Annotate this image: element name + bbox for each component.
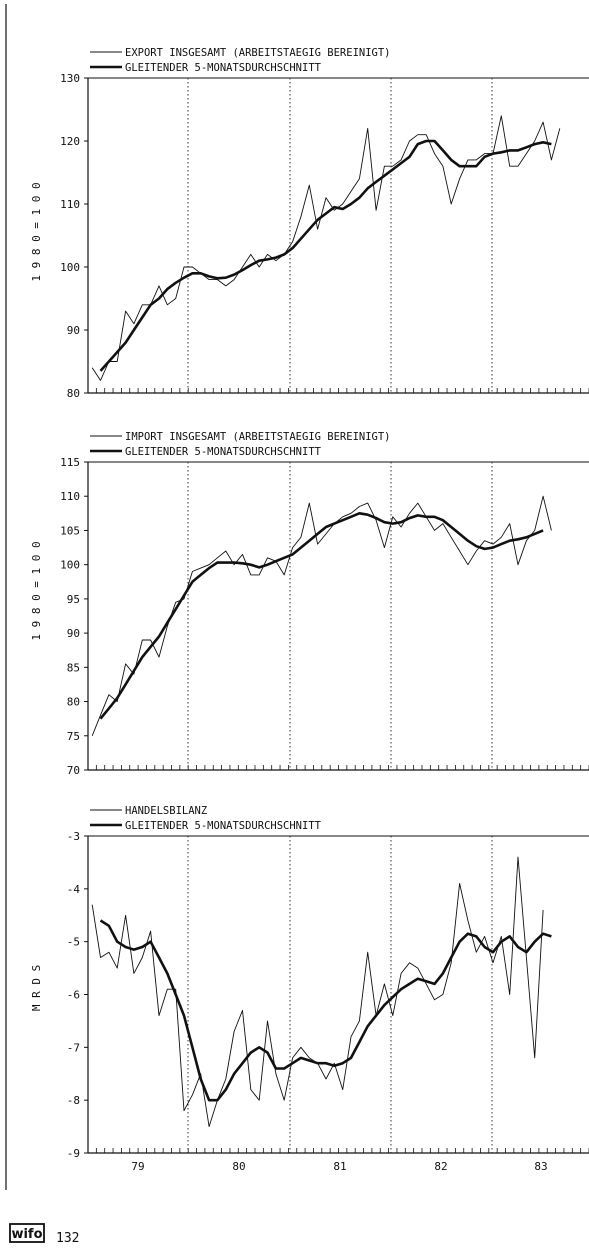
import-ylabel: 1 9 8 0 = 1 0 0: [30, 541, 43, 640]
import-legend-average: GLEITENDER 5-MONATSDURCHSCHNITT: [125, 446, 322, 458]
wifo-logo: wifo: [9, 1223, 45, 1243]
export-panel: EXPORT INSGESAMT (ARBEITSTAEGIG BEREINIG…: [30, 47, 589, 400]
wifo-logo-text: wifo: [11, 1227, 42, 1242]
page-number: 132: [56, 1231, 79, 1246]
y-tick-label: 110: [60, 490, 80, 503]
y-tick-label: 130: [60, 72, 80, 85]
moving-average-line: [99, 139, 552, 372]
y-tick-label: 95: [67, 593, 80, 606]
x-year-label: 83: [534, 1160, 547, 1173]
y-tick-label: 120: [60, 135, 80, 148]
x-year-label: 79: [131, 1160, 144, 1173]
series-line: [91, 495, 552, 736]
y-tick-label: 105: [60, 524, 80, 537]
y-tick-label: -4: [67, 883, 81, 896]
y-tick-label: -7: [67, 1041, 80, 1054]
y-tick-label: 100: [60, 559, 80, 572]
y-tick-label: 75: [67, 730, 80, 743]
y-tick-label: 115: [60, 456, 80, 469]
y-tick-label: -6: [67, 989, 80, 1002]
x-year-label: 81: [333, 1160, 346, 1173]
y-tick-label: -9: [67, 1147, 80, 1160]
y-tick-label: -3: [67, 830, 80, 843]
trade-balance-panel: HANDELSBILANZ GLEITENDER 5-MONATSDURCHSC…: [30, 805, 589, 1173]
balance-ylabel: M R D S: [30, 965, 43, 1011]
x-year-label: 82: [434, 1160, 447, 1173]
moving-average-line: [99, 511, 544, 720]
series-line: [91, 856, 544, 1128]
export-ylabel: 1 9 8 0 = 1 0 0: [30, 182, 43, 281]
y-tick-label: 90: [67, 627, 80, 640]
moving-average-line: [99, 919, 552, 1102]
y-tick-label: -8: [67, 1094, 80, 1107]
y-tick-label: 80: [67, 387, 80, 400]
series-line: [91, 115, 561, 381]
y-tick-label: 80: [67, 696, 80, 709]
export-legend-average: GLEITENDER 5-MONATSDURCHSCHNITT: [125, 62, 322, 74]
y-tick-label: 70: [67, 764, 80, 777]
export-legend-series: EXPORT INSGESAMT (ARBEITSTAEGIG BEREINIG…: [125, 47, 391, 59]
y-tick-label: 90: [67, 324, 80, 337]
y-tick-label: -5: [67, 936, 80, 949]
y-tick-label: 100: [60, 261, 80, 274]
y-tick-label: 110: [60, 198, 80, 211]
x-year-label: 80: [232, 1160, 245, 1173]
y-tick-label: 85: [67, 661, 80, 674]
balance-legend-average: GLEITENDER 5-MONATSDURCHSCHNITT: [125, 820, 322, 832]
import-legend-series: IMPORT INSGESAMT (ARBEITSTAEGIG BEREINIG…: [125, 431, 391, 443]
import-panel: IMPORT INSGESAMT (ARBEITSTAEGIG BEREINIG…: [30, 431, 589, 777]
balance-legend-series: HANDELSBILANZ: [125, 805, 207, 817]
